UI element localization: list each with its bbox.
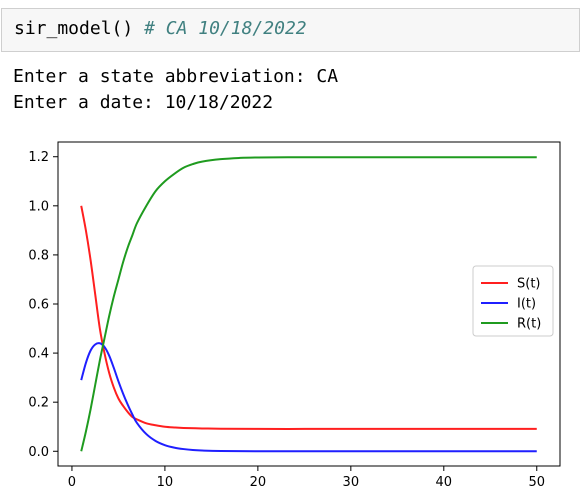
legend: S(t) I(t) R(t) [472,265,554,337]
sir-plot: 0 10 20 30 40 50 0.0 0.2 0.4 0.6 0.8 1.0 1.2 S(t) I(t… [28,141,561,490]
code-line: sir_model() # CA 10/18/2022 [14,18,307,39]
y-tick-label: 0.8 [28,248,49,263]
y-tick-label: 1.0 [28,199,49,214]
code-cell-input[interactable]: sir_model() # CA 10/18/2022 [1,8,580,52]
series-layer [80,156,537,453]
x-tick-label: 0 [68,475,76,490]
series-line-i [80,342,537,453]
y-tick-label: 1.2 [28,150,49,165]
y-tick-label: 0.0 [28,445,49,460]
ticks-layer: 0 10 20 30 40 50 0.0 0.2 0.4 0.6 0.8 1.0 1.2 [28,150,545,490]
legend-label: S(t) [517,277,541,292]
code-call: sir_model() [14,18,134,39]
x-tick-label: 10 [157,475,174,490]
y-tick-label: 0.6 [28,298,49,313]
x-tick-label: 20 [250,475,267,490]
output-line-date: Enter a date: 10/18/2022 [13,92,274,113]
y-tick-label: 0.2 [28,396,49,411]
legend-label: I(t) [517,297,536,312]
legend-label: R(t) [517,317,541,332]
y-tick-label: 0.4 [28,347,49,362]
series-line-r [80,156,537,452]
code-comment: # CA 10/18/2022 [144,18,307,39]
output-line-state: Enter a state abbreviation: CA [13,66,339,87]
x-tick-label: 50 [528,475,545,490]
x-tick-label: 40 [436,475,453,490]
series-line-s [80,205,537,430]
x-tick-label: 30 [343,475,360,490]
